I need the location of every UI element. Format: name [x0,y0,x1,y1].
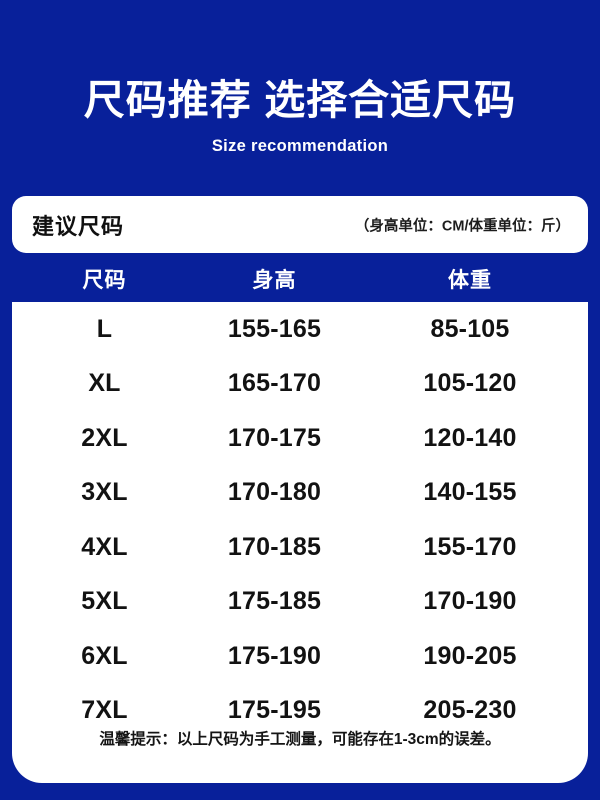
column-header-size: 尺码 [82,269,127,292]
cell-weight: 155-170 [423,532,517,561]
suggested-size-bar-inner: 建议尺码 （身高单位：CM/体重单位：斤） [12,196,588,253]
cell-size: 4XL [81,532,128,561]
cell-height: 175-195 [227,696,322,725]
table-row: XL 165-170 105-120 [12,357,588,412]
suggested-size-bar: 建议尺码 （身高单位：CM/体重单位：斤） [12,196,588,253]
measurement-disclaimer: 温馨提示：以上尺码为手工测量，可能存在1-3cm的误差。 [99,731,501,748]
cell-height: 175-185 [227,587,322,616]
cell-height: 175-190 [227,641,322,670]
units-note: （身高单位：CM/体重单位：斤） [354,218,570,234]
cell-height: 165-170 [227,369,322,398]
cell-weight: 170-190 [423,587,517,616]
table-row: 3XL 170-180 140-155 [12,466,588,521]
title-block: 尺码推荐 选择合适尺码 Size recommendation [0,74,600,157]
cell-size: XL [88,369,121,398]
cell-weight: 190-205 [423,641,517,670]
cell-size: 6XL [81,641,128,670]
cell-size: 2XL [81,423,128,452]
table-row: 5XL 175-185 170-190 [12,575,588,630]
table-row: L 155-165 85-105 [12,302,588,357]
cell-size: 3XL [81,478,128,507]
cell-height: 170-185 [227,532,322,561]
cell-weight: 140-155 [423,478,517,507]
cell-height: 170-180 [227,478,322,507]
table-row: 2XL 170-175 120-140 [12,411,588,466]
table-row: 6XL 175-190 190-205 [12,629,588,684]
page-title: 尺码推荐 选择合适尺码 [83,77,517,123]
cell-weight: 205-230 [423,696,517,725]
cell-height: 170-175 [227,423,322,452]
column-header-height: 身高 [252,269,297,292]
table-column-header: 尺码 身高 体重 [12,261,588,297]
cell-height: 155-165 [227,314,322,343]
table-row: 4XL 170-185 155-170 [12,520,588,575]
cell-size: 5XL [81,587,128,616]
column-header-weight: 体重 [448,269,492,292]
cell-size: 7XL [81,696,128,725]
cell-size: L [96,314,113,343]
cell-weight: 120-140 [423,423,517,452]
table-row: 7XL 175-195 205-230 [12,684,588,739]
cell-weight: 105-120 [423,369,517,398]
cell-weight: 85-105 [430,314,510,343]
size-table-panel: L 155-165 85-105 XL 165-170 105-120 2XL … [12,302,588,783]
suggested-size-label: 建议尺码 [32,213,125,239]
page-subtitle: Size recommendation [211,137,389,155]
size-table-rows: L 155-165 85-105 XL 165-170 105-120 2XL … [12,302,588,738]
